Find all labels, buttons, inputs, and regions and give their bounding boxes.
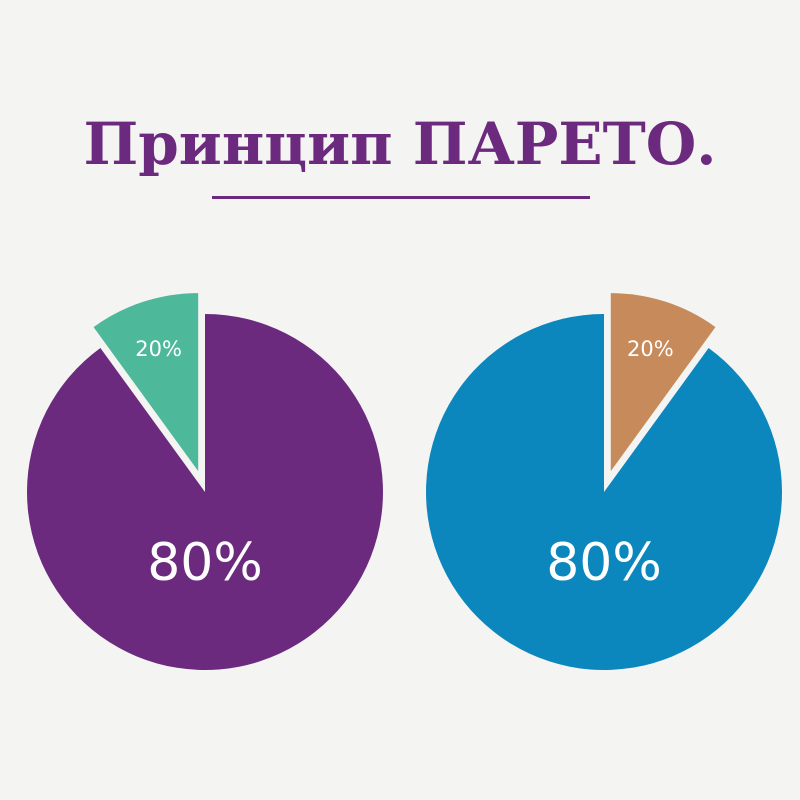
pie-slice-80 — [426, 314, 783, 670]
pie-slice-80 — [26, 314, 383, 670]
page-title: Принцип ПАРЕТО. — [83, 110, 717, 178]
slice-label-20: 20% — [627, 337, 674, 361]
slice-label-80: 80% — [546, 533, 662, 593]
pie-slice-20 — [93, 293, 199, 472]
pie-chart-right: 80% 20% — [426, 293, 783, 670]
slice-label-20: 20% — [135, 337, 182, 361]
title-underline — [212, 196, 590, 199]
slice-label-80: 80% — [147, 533, 263, 593]
pie-chart-left: 80% 20% — [26, 293, 383, 670]
pie-slice-20 — [610, 293, 716, 472]
